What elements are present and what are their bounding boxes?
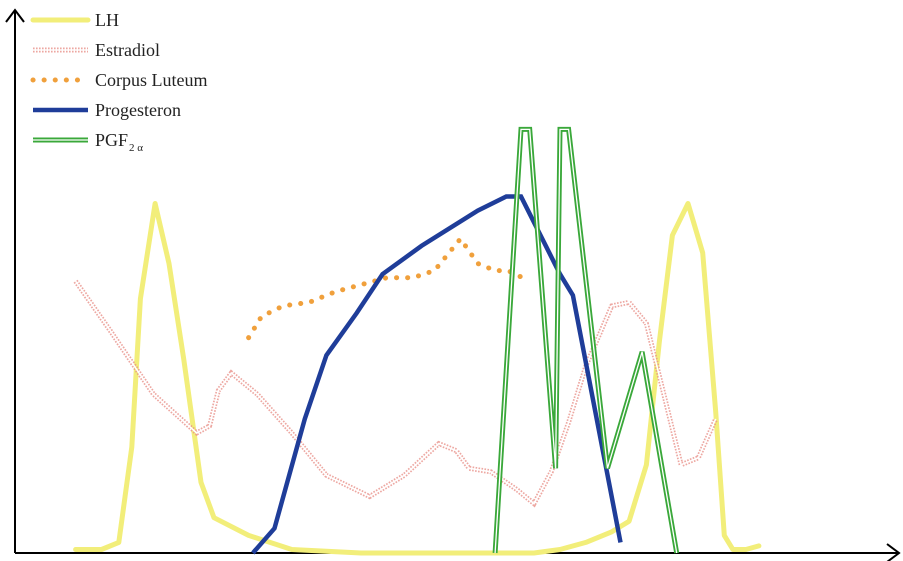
x-axis-arrow-icon [886,543,901,561]
series-pgf2-line-core [494,128,678,554]
legend-label-estradiol: Estradiol [95,40,160,60]
series-estradiol-line [73,279,718,508]
legend-item-progesteron: Progesteron [33,100,181,120]
series-estradiol-line-core [74,280,717,505]
legend-label-subscript: 2 α [129,142,143,154]
series-lh [73,201,762,556]
series-estradiol [73,279,718,508]
series-pgf2 [492,126,680,554]
series-corpus-luteum [246,234,533,341]
series-lh-line [73,201,762,556]
series-progesteron [251,194,623,555]
series-progesteron-line [251,194,623,555]
legend: LH Estradiol Corpus Luteum Progesteron P… [30,10,208,154]
legend-label-lh: LH [95,10,119,30]
series-layer [73,126,762,556]
legend-item-lh: LH [30,10,119,30]
series-corpus-luteum-line [246,234,533,341]
legend-item-corpus-luteum: Corpus Luteum [30,70,208,90]
y-axis-arrow-icon [5,8,25,23]
legend-item-estradiol: Estradiol [33,40,160,60]
legend-item-pgf2a: PGF2 α [33,130,143,154]
legend-label-pgf: PGF [95,130,128,150]
legend-label-progesteron: Progesteron [95,100,181,120]
legend-label-pgf2a: PGF2 α [95,130,143,154]
legend-label-corpus-luteum: Corpus Luteum [95,70,208,90]
